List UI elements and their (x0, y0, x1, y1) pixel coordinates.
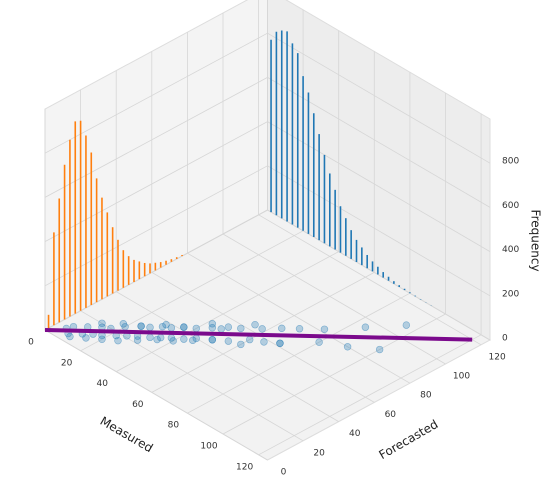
scatter-point (66, 332, 74, 341)
scatter-point (217, 325, 225, 333)
scatter-point (224, 337, 233, 345)
grid-line (44, 32, 268, 154)
y-tick-label: 60 (385, 410, 397, 420)
x-axis-label: Measured (98, 414, 156, 455)
scatter-point (180, 323, 188, 331)
scatter-point (208, 324, 217, 332)
scatter-point (278, 324, 286, 333)
grid-line (258, 214, 482, 346)
z-tick-label: 400 (502, 245, 519, 255)
scatter-point (402, 321, 411, 329)
scatter-point (258, 325, 266, 333)
z-tick-label: 800 (502, 157, 519, 167)
scatter-point (375, 345, 384, 354)
scatter-point (224, 323, 233, 331)
grid-line (258, 334, 482, 456)
scatter-point (192, 324, 201, 333)
scatter-point (133, 336, 142, 344)
scatter-point (82, 334, 90, 342)
scatter-point (246, 335, 254, 344)
grid-line (115, 291, 339, 422)
scatter-point (237, 340, 245, 349)
scatter-point (320, 325, 329, 333)
scatter-point (146, 323, 154, 332)
grid-line (187, 292, 411, 414)
x-tick-label: 120 (236, 462, 253, 472)
scatter-point (260, 338, 268, 346)
scatter-point (162, 321, 170, 329)
scatter-point (119, 320, 128, 328)
grid-line (267, 77, 491, 208)
x-tick-label: 80 (168, 421, 180, 431)
z-tick-label: 600 (502, 201, 519, 211)
grid-line (44, 329, 268, 461)
scatter-point (237, 324, 245, 333)
y-tick-label: 20 (313, 448, 325, 458)
grid-line (267, 121, 491, 252)
scatter-point (343, 343, 352, 351)
grid-line (151, 272, 375, 403)
scatter-point (137, 322, 145, 330)
reference-line (44, 328, 473, 342)
scatter-point (180, 335, 188, 343)
grid-line (44, 165, 268, 287)
grid-line (187, 252, 411, 384)
grid-line (267, 165, 491, 297)
scatter-point (208, 336, 217, 344)
scatter-point (98, 319, 106, 327)
z-axis-label: Frequency (529, 210, 543, 272)
x-tick-label: 40 (96, 379, 108, 389)
grid-line (44, 121, 268, 242)
z-tick-label: 200 (502, 289, 519, 299)
grid-line (44, 209, 268, 331)
z-tick-label: 0 (502, 334, 508, 344)
grid-line (222, 313, 446, 435)
scatter-point (361, 323, 370, 331)
y-tick-label: 0 (281, 468, 287, 478)
grid-line (267, 209, 491, 341)
grid-line (116, 251, 339, 372)
x-tick-label: 20 (61, 358, 73, 368)
x-tick-label: 60 (132, 400, 144, 410)
scatter-point (315, 338, 323, 346)
y-tick-label: 120 (489, 352, 506, 362)
grid-line (267, 32, 491, 164)
scatter-point (98, 335, 106, 343)
scatter-point (158, 322, 167, 331)
grid-line (44, 77, 268, 198)
x-tick-label: 100 (200, 442, 217, 452)
scatter-point (169, 337, 177, 345)
y-tick-label: 80 (420, 391, 432, 401)
grid-line (222, 233, 446, 365)
x-tick-label: 0 (28, 338, 34, 348)
scatter-point (189, 336, 197, 345)
y-tick-label: 100 (453, 372, 470, 382)
scatter-point (295, 325, 304, 333)
scatter-point (251, 321, 259, 329)
scatter-point (153, 335, 161, 344)
scatter-point (276, 339, 284, 347)
scatter-point (146, 333, 154, 342)
scatter-point (208, 320, 217, 328)
y-axis-label: Forecasted (377, 417, 441, 462)
scatter-point (114, 336, 122, 345)
y-tick-label: 40 (349, 429, 361, 439)
